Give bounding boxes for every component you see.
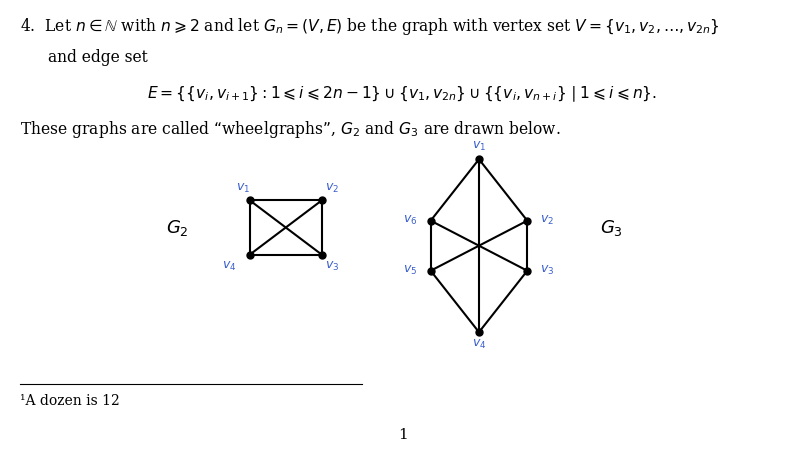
Text: $v_4$: $v_4$: [472, 339, 486, 351]
Text: 1: 1: [398, 428, 407, 441]
Text: 4.  Let $n \in \mathbb{N}$ with $n \geqslant 2$ and let $G_n = (V, E)$ be the gr: 4. Let $n \in \mathbb{N}$ with $n \geqsl…: [20, 16, 720, 37]
Text: ¹A dozen is 12: ¹A dozen is 12: [20, 394, 120, 408]
Text: $v_1$: $v_1$: [472, 140, 486, 153]
Text: $v_2$: $v_2$: [540, 214, 555, 227]
Text: $v_1$: $v_1$: [236, 182, 250, 195]
Text: $E = \{\{v_i, v_{i+1}\} : 1 \leqslant i \leqslant 2n - 1\} \cup \{v_1, v_{2n}\} : $E = \{\{v_i, v_{i+1}\} : 1 \leqslant i …: [147, 84, 658, 104]
Text: and edge set: and edge set: [48, 49, 148, 66]
Text: $v_5$: $v_5$: [403, 264, 418, 277]
Text: $v_3$: $v_3$: [540, 264, 555, 277]
Text: $v_2$: $v_2$: [324, 182, 339, 195]
Text: $v_6$: $v_6$: [403, 214, 418, 227]
Text: $G_3$: $G_3$: [601, 217, 623, 238]
Text: $v_4$: $v_4$: [222, 260, 237, 273]
Text: $v_3$: $v_3$: [324, 260, 339, 273]
Text: These graphs are called “wheelgraphs”, $G_2$ and $G_3$ are drawn below.: These graphs are called “wheelgraphs”, $…: [20, 119, 561, 140]
Text: $G_2$: $G_2$: [166, 217, 188, 238]
